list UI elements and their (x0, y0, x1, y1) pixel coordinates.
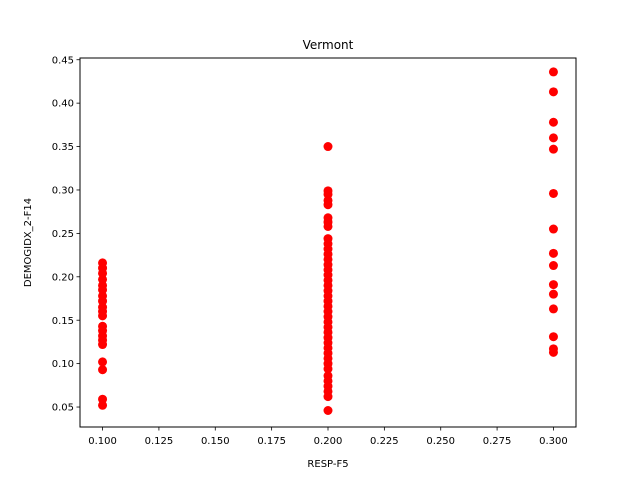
x-tick-label: 0.200 (314, 436, 343, 447)
data-point (98, 357, 108, 367)
x-axis-label: RESP-F5 (307, 459, 348, 470)
data-point (323, 406, 333, 416)
data-points (98, 67, 558, 416)
data-point (548, 289, 558, 299)
y-axis-label: DEMOGIDX_2-F14 (23, 198, 34, 287)
y-tick-label: 0.20 (52, 272, 74, 283)
data-point (548, 117, 558, 127)
y-tick-label: 0.45 (52, 55, 74, 66)
x-tick-label: 0.125 (145, 436, 174, 447)
x-tick-label: 0.150 (201, 436, 230, 447)
x-axis-ticks: 0.100 0.125 0.150 0.175 0.200 0.225 0.250 0.275… (88, 427, 568, 447)
chart-title: Vermont (303, 38, 354, 52)
data-point (323, 392, 333, 402)
data-point (548, 304, 558, 314)
y-tick-label: 0.10 (52, 359, 74, 370)
data-point (323, 221, 333, 231)
data-point (548, 144, 558, 154)
x-tick-label: 0.250 (426, 436, 455, 447)
x-tick-label: 0.225 (370, 436, 399, 447)
y-axis-ticks: 0.05 0.10 0.15 0.20 0.25 0.30 0.35 0.40 0.45 (52, 55, 80, 414)
plot-area-frame (79, 57, 577, 428)
data-point (548, 280, 558, 290)
data-point (548, 188, 558, 198)
data-point (548, 224, 558, 234)
y-tick-label: 0.25 (52, 229, 74, 240)
data-point (548, 87, 558, 97)
y-tick-label: 0.40 (52, 99, 74, 110)
x-tick-label: 0.100 (88, 436, 117, 447)
data-point (98, 400, 108, 410)
x-tick-label: 0.175 (257, 436, 286, 447)
data-point (548, 67, 558, 77)
y-tick-label: 0.35 (52, 142, 74, 153)
x-tick-label: 0.275 (483, 436, 512, 447)
data-point (548, 248, 558, 258)
data-point (548, 347, 558, 357)
data-point (548, 133, 558, 143)
data-point (98, 365, 108, 375)
data-point (323, 364, 333, 374)
x-tick-label: 0.300 (539, 436, 568, 447)
y-tick-label: 0.30 (52, 186, 74, 197)
y-tick-label: 0.15 (52, 316, 74, 327)
data-point (323, 142, 333, 152)
data-point (323, 200, 333, 210)
data-point (98, 311, 108, 321)
data-point (548, 261, 558, 271)
y-tick-label: 0.05 (52, 403, 74, 414)
data-point (548, 332, 558, 342)
data-point (98, 340, 108, 350)
